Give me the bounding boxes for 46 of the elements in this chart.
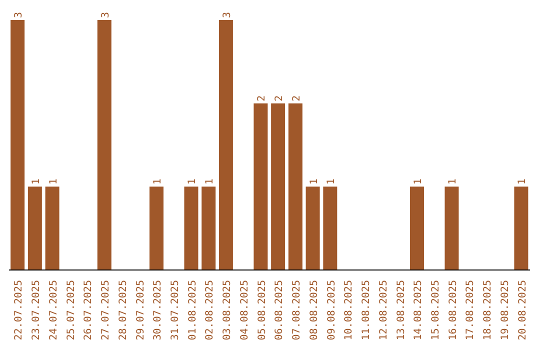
data-label: 1 xyxy=(308,178,320,185)
data-label: 1 xyxy=(448,178,459,185)
data-label: 1 xyxy=(326,178,338,185)
x-tick-label: 22.07.2025 xyxy=(14,280,25,340)
x-tick-label: 12.08.2025 xyxy=(378,280,390,340)
data-label: 1 xyxy=(48,178,60,185)
x-tick-label: 10.08.2025 xyxy=(344,280,355,340)
x-tick-label: 18.08.2025 xyxy=(482,280,494,340)
x-tick-label: 17.08.2025 xyxy=(465,280,476,340)
x-tick-label: 24.07.2025 xyxy=(48,280,60,340)
x-tick-label: 02.08.2025 xyxy=(204,280,216,340)
x-tick-label: 26.07.2025 xyxy=(83,280,94,340)
x-tick-label: 07.08.2025 xyxy=(292,280,303,340)
x-tick-label: 08.08.2025 xyxy=(308,280,320,340)
data-label: 1 xyxy=(30,178,42,185)
data-label: 3 xyxy=(222,12,233,18)
x-tick-label: 14.08.2025 xyxy=(413,280,424,340)
data-label: 2 xyxy=(274,95,286,102)
x-tick-label: 29.07.2025 xyxy=(135,280,146,340)
x-tick-label: 06.08.2025 xyxy=(274,280,286,340)
x-tick-label: 20.08.2025 xyxy=(517,280,528,340)
x-tick-label: 01.08.2025 xyxy=(187,280,198,340)
data-label: 1 xyxy=(187,178,198,185)
x-tick-label: 28.07.2025 xyxy=(118,280,129,340)
x-tick-label: 11.08.2025 xyxy=(361,280,372,340)
x-tick-label: 04.08.2025 xyxy=(239,280,250,340)
x-tick-label: 25.07.2025 xyxy=(66,280,77,340)
data-label: 1 xyxy=(152,178,164,185)
x-tick-label: 13.08.2025 xyxy=(396,280,407,340)
x-tick-label: 05.08.2025 xyxy=(256,280,268,340)
data-label: 1 xyxy=(517,178,528,185)
data-label: 1 xyxy=(412,178,424,185)
x-tick-label: 30.07.2025 xyxy=(152,280,164,340)
data-label: 1 xyxy=(204,178,216,185)
x-tick-label: 27.07.2025 xyxy=(100,280,112,340)
data-label: 3 xyxy=(14,12,25,18)
x-tick-label: 15.08.2025 xyxy=(430,280,442,340)
x-tick-label: 16.08.2025 xyxy=(448,280,459,340)
x-tick-label: 19.08.2025 xyxy=(500,280,511,340)
data-label: 2 xyxy=(291,95,302,102)
data-label: 3 xyxy=(100,12,112,18)
x-tick-label: 23.07.2025 xyxy=(31,280,42,340)
x-tick-label: 03.08.2025 xyxy=(222,280,234,340)
x-tick-label: 31.07.2025 xyxy=(170,280,181,340)
data-label: 2 xyxy=(256,95,268,102)
x-tick-label: 09.08.2025 xyxy=(326,280,338,340)
